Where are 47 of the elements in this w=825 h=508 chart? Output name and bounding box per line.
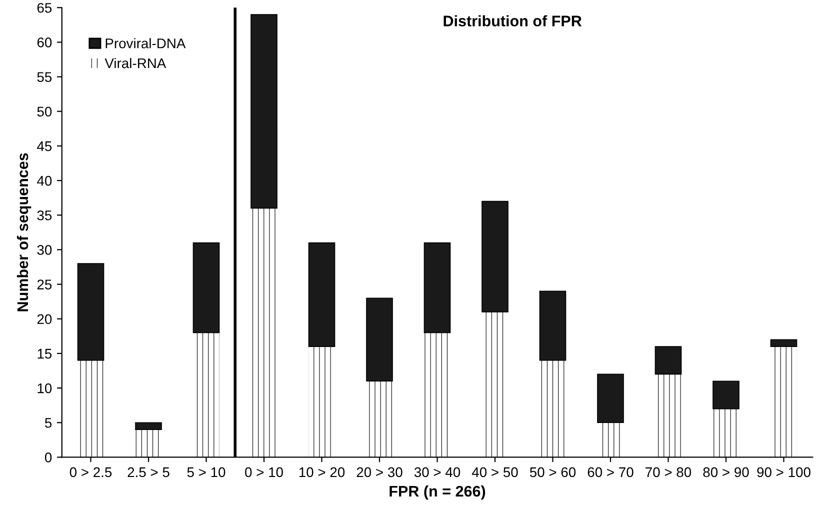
- x-tick-label: 2.5 > 5: [128, 467, 170, 478]
- y-tick-label: 30: [37, 245, 52, 255]
- bar: [539, 290, 566, 361]
- x-tick-label: 60 > 70: [588, 467, 634, 478]
- bar: [135, 422, 162, 430]
- x-tick-label: 80 > 90: [703, 467, 749, 478]
- bar: [540, 360, 566, 458]
- y-tick-label: 5: [44, 418, 52, 428]
- y-tick-label: 35: [37, 210, 52, 220]
- y-tick-label: 60: [37, 38, 52, 48]
- legend-label: Viral-RNA: [104, 58, 166, 68]
- y-tick-label: 10: [38, 383, 52, 394]
- bar: [712, 380, 740, 410]
- y-tick-label: 0: [44, 452, 52, 462]
- y-tick-label: 55: [37, 72, 52, 82]
- chart-title: Distribution of FPR: [444, 15, 582, 26]
- bar: [308, 242, 336, 347]
- bar: [366, 298, 393, 382]
- y-tick-label: 50: [37, 106, 52, 117]
- x-tick-label: 90 > 100: [757, 467, 810, 478]
- x-tick-label: 40 > 50: [472, 467, 518, 478]
- x-tick-label: 70 > 80: [646, 467, 692, 478]
- bar: [77, 263, 104, 361]
- y-tick-label: 20: [37, 314, 52, 324]
- bar: [251, 208, 277, 458]
- x-tick-label: 5 > 10: [187, 467, 226, 478]
- y-axis-title: Number of sequences: [16, 153, 32, 312]
- bar: [770, 339, 798, 347]
- x-tick-label: 0 > 2.5: [70, 467, 112, 478]
- bar: [250, 14, 278, 209]
- bar: [597, 374, 624, 424]
- x-axis-title: FPR (n = 266): [390, 485, 486, 500]
- y-tick-label: 40: [37, 176, 52, 186]
- x-tick-label: 20 > 30: [356, 467, 402, 478]
- y-tick-label: 15: [38, 348, 52, 359]
- y-tick-label: 65: [37, 2, 52, 13]
- y-tick-label: 45: [37, 141, 52, 152]
- x-tick-label: 50 > 60: [530, 467, 576, 478]
- legend-label: Proviral-DNA: [106, 38, 186, 48]
- x-tick-label: 10 > 20: [299, 467, 345, 478]
- y-tick-label: 25: [37, 280, 52, 290]
- bar: [192, 242, 220, 334]
- bar: [482, 200, 508, 312]
- bar: [424, 242, 451, 334]
- x-tick-label: 0 > 10: [245, 467, 283, 478]
- bar: [654, 346, 682, 375]
- x-tick-label: 30 > 40: [414, 467, 460, 478]
